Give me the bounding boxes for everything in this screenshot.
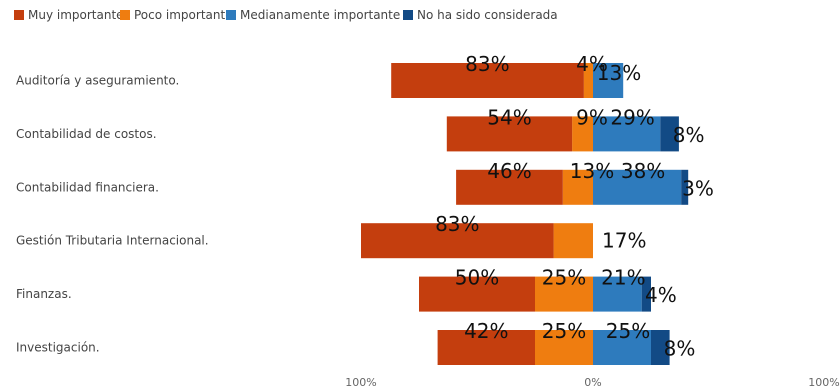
legend-label-no-ha-sido-considerada: No ha sido considerada [417, 8, 558, 22]
bar-no-ha-sido-considerada [681, 169, 689, 205]
legend-swatch-no-ha-sido-considerada [403, 10, 413, 20]
data-label: 17% [602, 229, 646, 253]
category-label: Contabilidad de costos. [16, 127, 157, 141]
category-label: Investigación. [16, 341, 100, 355]
bars [361, 63, 689, 365]
data-label: 25% [542, 266, 586, 290]
legend-swatch-medianamente-importante [226, 10, 236, 20]
data-label: 13% [570, 159, 614, 183]
legend-label-muy-importante: Muy importante [28, 8, 124, 22]
bar-no-ha-sido-considerada [651, 330, 670, 365]
bar-poco-importante [535, 330, 593, 365]
bar-no-ha-sido-considerada [641, 276, 651, 312]
bar-no-ha-sido-considerada [660, 116, 679, 152]
x-tick-label: 100% [808, 376, 839, 389]
bar-muy-importante [456, 169, 563, 205]
bar-medianamente-importante [593, 63, 624, 98]
category-label: Finanzas. [16, 287, 72, 301]
data-label: 42% [464, 319, 508, 343]
bar-medianamente-importante [593, 330, 651, 365]
category-label: Auditoría y aseguramiento. [16, 74, 179, 88]
legend-swatch-poco-importante [120, 10, 130, 20]
data-label: 3% [682, 176, 714, 200]
bar-poco-importante [583, 63, 593, 98]
data-label: 38% [621, 159, 665, 183]
x-axis-ticks: 100% 0% 100% [345, 376, 839, 389]
data-label: 25% [542, 319, 586, 343]
bar-poco-importante [553, 223, 593, 259]
category-labels: Auditoría y aseguramiento. Contabilidad d… [16, 74, 209, 355]
bar-muy-importante [446, 116, 573, 152]
bar-poco-importante [535, 276, 593, 312]
category-label: Contabilidad financiera. [16, 180, 159, 194]
data-label: 25% [606, 319, 650, 343]
bar-medianamente-importante [593, 276, 642, 312]
data-label: 83% [465, 52, 509, 76]
x-tick-label: 100% [345, 376, 376, 389]
bar-poco-importante [562, 169, 593, 205]
bar-muy-importante [419, 276, 535, 312]
legend-label-poco-importante: Poco importante [134, 8, 233, 22]
data-label: 21% [601, 266, 645, 290]
data-label: 8% [673, 123, 705, 147]
data-label: 4% [576, 52, 608, 76]
data-label: 13% [597, 61, 641, 85]
data-label: 83% [435, 212, 479, 236]
bar-medianamente-importante [593, 116, 661, 152]
bar-muy-importante [437, 330, 535, 365]
category-label: Gestión Tributaria Internacional. [16, 234, 209, 248]
data-label: 8% [664, 337, 696, 361]
data-labels: 83% 4%13%54% 9% 29%8%46% 13% 38%3%83%17%50% 25… [435, 52, 714, 361]
data-label: 29% [610, 105, 654, 129]
bar-medianamente-importante [593, 169, 682, 205]
bar-muy-importante [391, 63, 584, 98]
legend-label-medianamente-importante: Medianamente importante [240, 8, 400, 22]
data-label: 4% [645, 283, 677, 307]
bar-muy-importante [361, 223, 554, 259]
legend-swatch-muy-importante [14, 10, 24, 20]
data-label: 50% [455, 266, 499, 290]
bar-poco-importante [572, 116, 593, 152]
x-tick-label: 0% [584, 376, 601, 389]
data-label: 9% [576, 105, 608, 129]
data-label: 54% [487, 105, 531, 129]
data-label: 46% [487, 159, 531, 183]
chart-legend: Muy importante Poco importante Medianament… [14, 8, 558, 22]
